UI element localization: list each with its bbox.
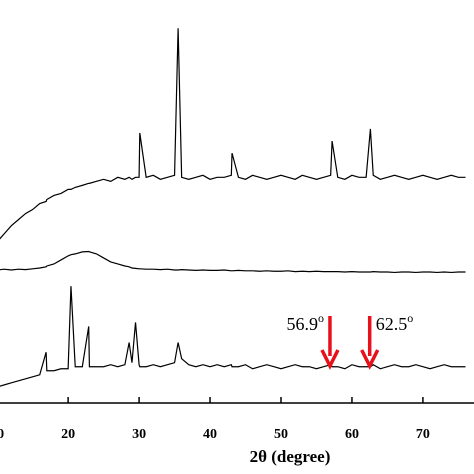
x-tick-label: 40	[203, 427, 217, 442]
spectrum-line	[0, 250, 466, 274]
x-tick-label: 30	[132, 427, 146, 442]
x-tick-label: 60	[345, 427, 359, 442]
annotation-arrowhead	[360, 349, 380, 370]
annotation-label: 62.5o	[376, 311, 414, 334]
annotation-arrowhead	[320, 349, 340, 370]
annotation-text: 62.5	[376, 314, 408, 334]
annotation-sup: o	[318, 311, 324, 325]
annotation-label: 56.9o	[286, 311, 324, 334]
x-axis-title: 2θ (degree)	[250, 447, 331, 466]
x-tick-label: 50	[274, 427, 288, 442]
x-tick-label: 10	[0, 427, 4, 442]
x-tick-label: 20	[61, 427, 75, 442]
annotation-sup: o	[407, 311, 413, 325]
x-tick-label: 70	[416, 427, 430, 442]
spectrum-line	[0, 286, 466, 387]
annotation-text: 56.9	[286, 314, 318, 334]
spectrum-line	[0, 28, 466, 240]
plot-area	[0, 28, 466, 387]
